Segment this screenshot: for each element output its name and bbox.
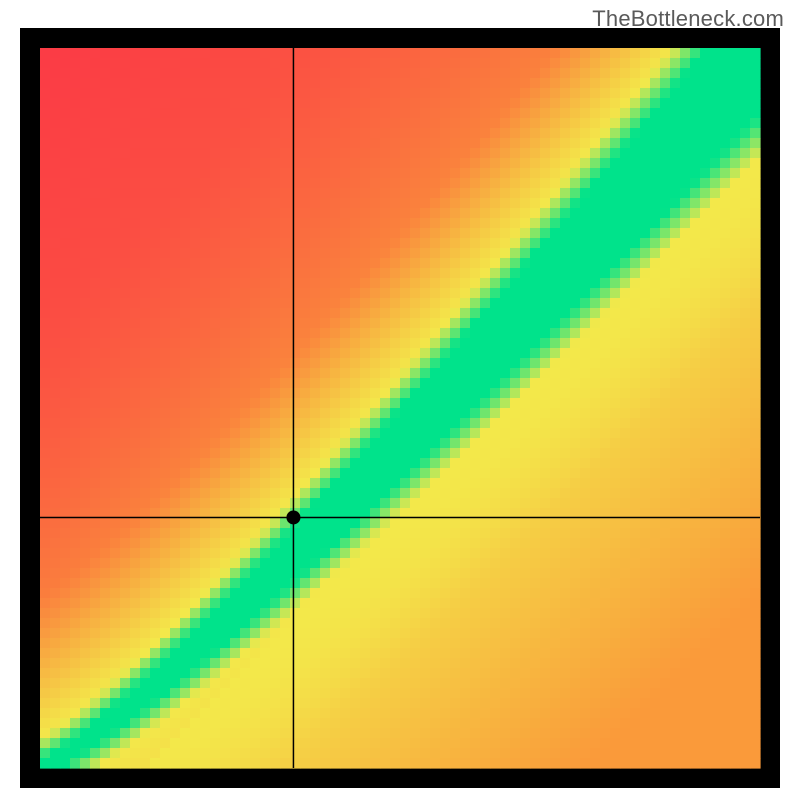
marker-dot: [286, 510, 300, 524]
bottleneck-heatmap: [20, 28, 780, 788]
watermark-text: TheBottleneck.com: [592, 6, 784, 32]
